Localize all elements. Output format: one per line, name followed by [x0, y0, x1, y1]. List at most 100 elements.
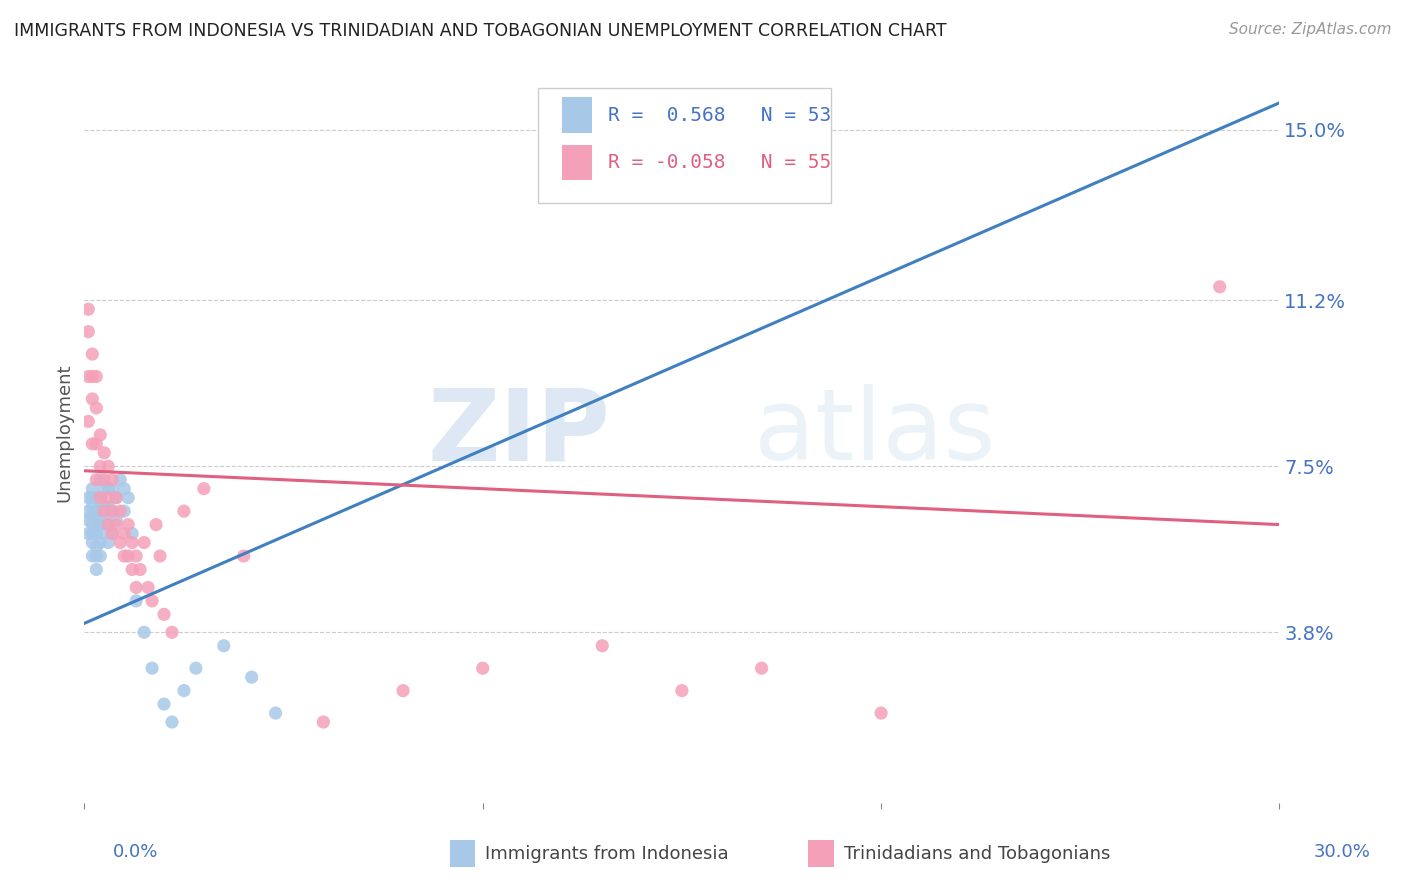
Point [1209, 280, 1232, 294]
Point [89, 504, 111, 518]
Point [671, 683, 693, 698]
Point [86, 562, 108, 576]
Point [312, 714, 335, 729]
Point [82, 369, 104, 384]
Point [112, 482, 135, 496]
Text: ZIP: ZIP [427, 384, 610, 481]
Point [97, 517, 120, 532]
Point [101, 473, 124, 487]
Point [86, 549, 108, 563]
Point [86, 540, 108, 554]
Point [86, 491, 108, 505]
Point [125, 549, 148, 563]
Point [82, 517, 104, 532]
Point [86, 401, 108, 415]
Point [184, 661, 207, 675]
Point [77, 325, 100, 339]
Point [153, 607, 176, 622]
Point [97, 482, 120, 496]
Point [160, 714, 183, 729]
Point [97, 459, 120, 474]
Point [86, 526, 108, 541]
Point [101, 504, 124, 518]
Point [82, 347, 104, 361]
Point [117, 549, 139, 563]
Point [129, 562, 152, 576]
Text: IMMIGRANTS FROM INDONESIA VS TRINIDADIAN AND TOBAGONIAN UNEMPLOYMENT CORRELATION: IMMIGRANTS FROM INDONESIA VS TRINIDADIAN… [14, 22, 946, 40]
Point [141, 594, 163, 608]
Text: 30.0%: 30.0% [1315, 843, 1371, 861]
Point [82, 535, 104, 549]
Point [160, 625, 183, 640]
Point [240, 670, 263, 684]
Point [89, 535, 111, 549]
Point [149, 549, 172, 563]
Point [101, 482, 124, 496]
Point [110, 473, 132, 487]
Point [86, 473, 108, 487]
FancyBboxPatch shape [562, 145, 592, 180]
Point [105, 491, 128, 505]
Point [82, 482, 104, 496]
Point [136, 581, 159, 595]
Point [89, 549, 111, 563]
Point [97, 535, 120, 549]
Point [125, 581, 148, 595]
Point [89, 491, 111, 505]
Point [82, 500, 104, 514]
Point [173, 504, 195, 518]
Point [751, 661, 773, 675]
Point [82, 437, 104, 451]
Point [86, 517, 108, 532]
Point [93, 482, 115, 496]
Point [93, 500, 115, 514]
Text: R = -0.058   N = 55: R = -0.058 N = 55 [607, 153, 831, 172]
Point [121, 526, 143, 541]
Point [105, 513, 128, 527]
Point [591, 639, 613, 653]
Point [77, 504, 100, 518]
Point [89, 473, 111, 487]
Point [82, 392, 104, 406]
Point [870, 706, 893, 720]
Point [89, 459, 111, 474]
Y-axis label: Unemployment: Unemployment [55, 363, 73, 502]
Point [117, 491, 139, 505]
Point [86, 369, 108, 384]
Point [82, 526, 104, 541]
Point [86, 504, 108, 518]
Point [117, 517, 139, 532]
Point [392, 683, 415, 698]
Point [86, 437, 108, 451]
FancyBboxPatch shape [538, 88, 831, 203]
Point [121, 562, 143, 576]
Text: Source: ZipAtlas.com: Source: ZipAtlas.com [1229, 22, 1392, 37]
Point [125, 594, 148, 608]
Point [141, 661, 163, 675]
Point [89, 428, 111, 442]
Point [93, 513, 115, 527]
Point [121, 535, 143, 549]
Point [112, 526, 135, 541]
Point [132, 625, 156, 640]
Point [112, 549, 135, 563]
FancyBboxPatch shape [562, 97, 592, 133]
Point [145, 517, 167, 532]
Point [101, 526, 124, 541]
Point [112, 504, 135, 518]
Text: atlas: atlas [754, 384, 995, 481]
Point [77, 369, 100, 384]
Point [93, 446, 115, 460]
Point [110, 535, 132, 549]
Point [97, 491, 120, 505]
Point [101, 504, 124, 518]
Point [82, 491, 104, 505]
Point [105, 517, 128, 532]
Point [89, 491, 111, 505]
Point [110, 504, 132, 518]
Point [77, 302, 100, 317]
Text: R =  0.568   N = 53: R = 0.568 N = 53 [607, 105, 831, 125]
Text: 0.0%: 0.0% [112, 843, 157, 861]
Text: Trinidadians and Tobagonians: Trinidadians and Tobagonians [844, 845, 1109, 863]
Point [153, 697, 176, 711]
